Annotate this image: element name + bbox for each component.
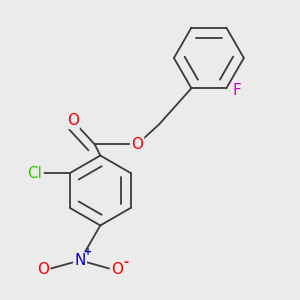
Text: Cl: Cl [28, 166, 42, 181]
Text: F: F [232, 82, 241, 98]
Text: O: O [37, 262, 49, 277]
Text: N: N [74, 253, 86, 268]
Text: +: + [84, 247, 92, 257]
Text: O: O [111, 262, 123, 277]
Text: -: - [123, 256, 128, 269]
Text: O: O [67, 113, 79, 128]
Text: O: O [131, 137, 143, 152]
